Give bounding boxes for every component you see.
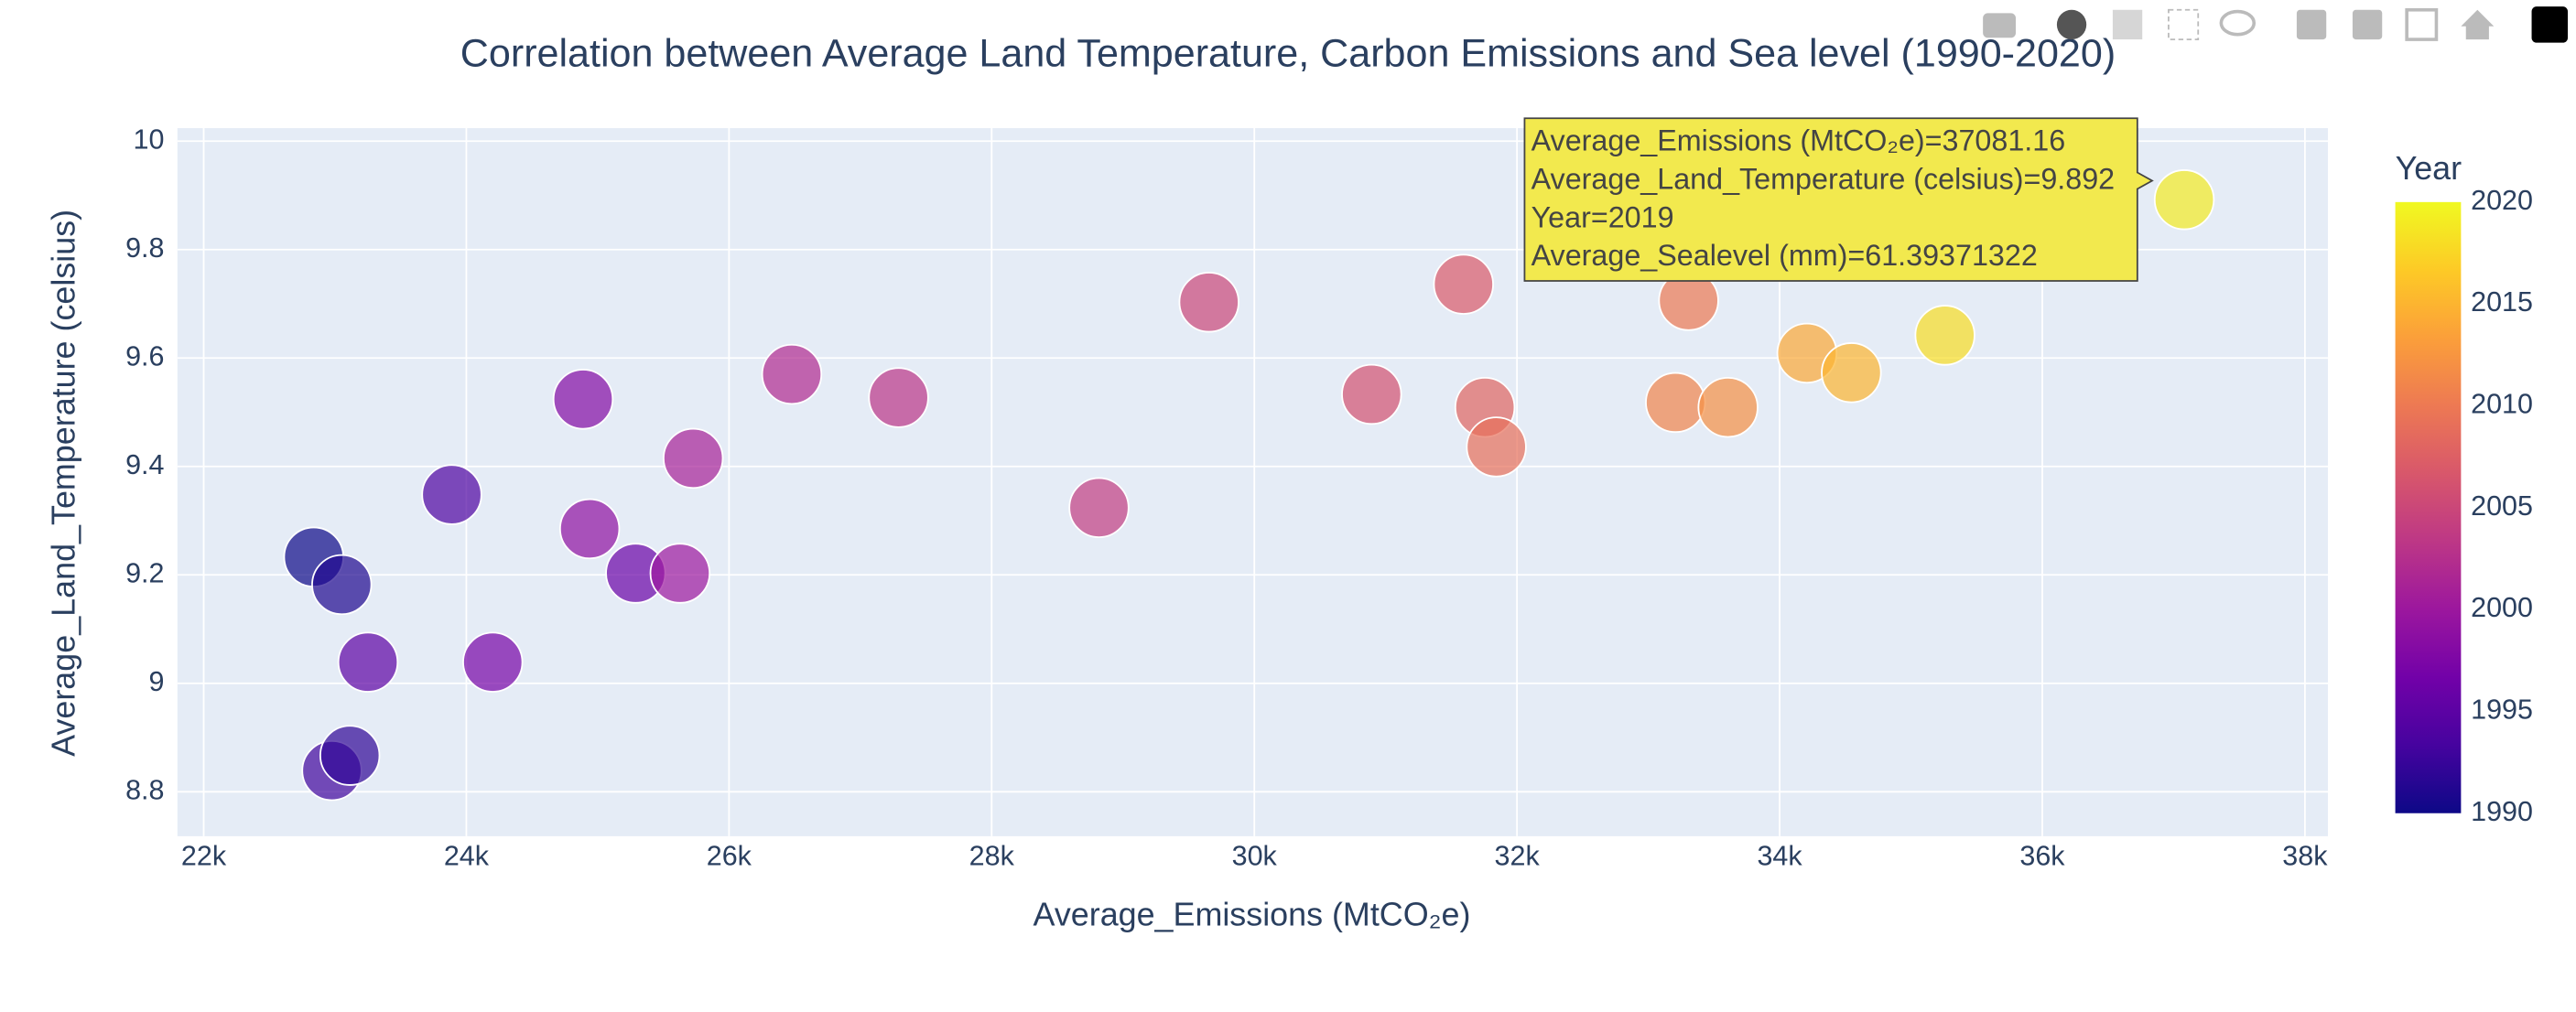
x-tick-label: 24k <box>444 840 490 871</box>
tooltip-line: Year=2019 <box>1532 200 1674 233</box>
point <box>552 369 614 430</box>
point <box>311 554 373 616</box>
plotly-logo[interactable] <box>2531 6 2569 43</box>
point <box>1178 272 1239 333</box>
point <box>1821 342 1882 404</box>
point <box>761 343 823 405</box>
zoom-icon[interactable] <box>2056 9 2087 40</box>
y-tick-label: 9.4 <box>125 449 164 480</box>
x-axis-title: Average_Emissions (MtCO₂e) <box>1034 896 1471 932</box>
point <box>319 725 381 786</box>
y-tick-label: 9.2 <box>125 557 164 588</box>
point <box>421 464 482 525</box>
colorbar-tick-label: 1995 <box>2471 694 2533 725</box>
point <box>337 631 399 693</box>
point <box>1697 376 1759 438</box>
select-icon[interactable] <box>2168 8 2200 40</box>
tooltip-line: Average_Land_Temperature (celsius)=9.892 <box>1532 163 2116 196</box>
point <box>1466 416 1527 478</box>
point <box>558 498 621 560</box>
colorbar-tick-label: 2015 <box>2471 286 2533 318</box>
colorbar-tick-label: 2000 <box>2471 592 2533 623</box>
colorbar-tick-label: 2010 <box>2471 389 2533 420</box>
x-tick-label: 30k <box>1232 840 1278 871</box>
x-tick-label: 32k <box>1495 840 1541 871</box>
y-tick-label: 9 <box>148 666 164 697</box>
zoom-out-icon[interactable] <box>2352 9 2383 40</box>
colorbar <box>2395 201 2462 813</box>
tooltip-line: Average_Sealevel (mm)=61.39371322 <box>1532 239 2038 272</box>
camera-icon[interactable] <box>1983 13 2017 38</box>
colorbar-title: Year <box>2396 150 2462 187</box>
colorbar-tick-label: 2020 <box>2471 185 2533 216</box>
lasso-icon[interactable] <box>2219 9 2257 37</box>
point <box>1433 253 1494 315</box>
chart-title: Correlation between Average Land Tempera… <box>460 31 2116 75</box>
x-tick-label: 22k <box>181 840 227 871</box>
x-tick-label: 28k <box>969 840 1015 871</box>
pan-icon[interactable] <box>2112 9 2143 40</box>
point <box>868 367 929 428</box>
colorbar-tick-label: 2005 <box>2471 490 2533 522</box>
y-tick-label: 8.8 <box>125 774 164 805</box>
grid <box>177 128 2329 836</box>
tooltip-box <box>1523 117 2154 282</box>
autoscale-icon[interactable] <box>2405 7 2439 41</box>
point <box>649 543 711 604</box>
x-tick-label: 36k <box>2019 840 2065 871</box>
point <box>662 427 724 490</box>
y-tick-label: 9.6 <box>125 340 164 371</box>
point <box>1914 305 1975 366</box>
colorbar-tick-label: 1990 <box>2471 796 2533 827</box>
point <box>1645 371 1706 434</box>
x-tick-label: 38k <box>2282 840 2328 871</box>
home-icon[interactable] <box>2461 9 2495 40</box>
point <box>462 631 524 693</box>
point <box>1341 363 1402 425</box>
x-tick-label: 26k <box>707 840 752 871</box>
x-tick-label: 34k <box>1757 840 1802 871</box>
zoom-in-icon[interactable] <box>2296 9 2327 40</box>
point <box>2153 169 2215 231</box>
toolbar[interactable] <box>1983 6 2569 43</box>
y-axis-title: Average_Land_Temperature (celsius) <box>45 210 81 757</box>
y-tick-label: 10 <box>134 124 165 155</box>
point <box>1068 477 1130 539</box>
tooltip: Average_Emissions (MtCO₂e)=37081.16 Avera… <box>1523 117 2154 282</box>
tooltip-line: Average_Emissions (MtCO₂e)=37081.16 <box>1532 124 2066 157</box>
y-tick-label: 9.8 <box>125 232 164 264</box>
